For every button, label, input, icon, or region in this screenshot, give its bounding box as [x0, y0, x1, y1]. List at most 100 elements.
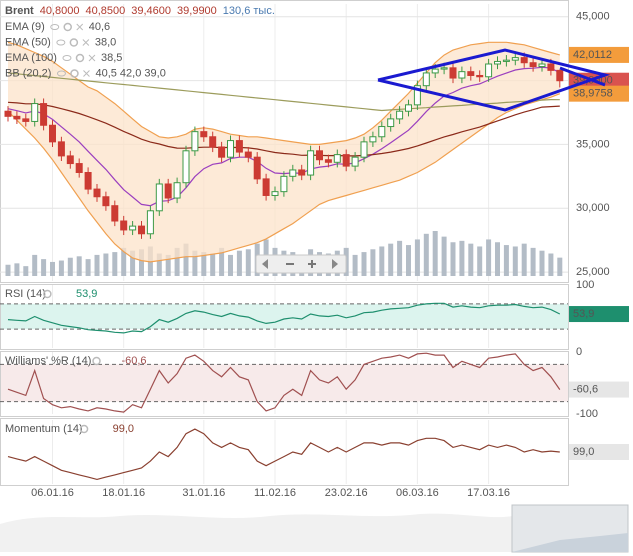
panel-title: Momentum (14) 99,0 [5, 423, 134, 435]
candle-body [164, 183, 172, 199]
panel-gear-icon [92, 356, 101, 366]
legend-close-icon [82, 39, 90, 46]
x-tick-label: 11.02.16 [254, 487, 296, 499]
volume-bar [85, 259, 91, 276]
candle-body [93, 188, 101, 198]
volume-bar [539, 250, 545, 276]
ema-line [7, 72, 560, 112]
volume-bar [139, 249, 144, 276]
volume-bar [192, 250, 198, 276]
candle-body [351, 156, 359, 167]
candle-body [307, 150, 315, 176]
volume-bar [370, 249, 376, 276]
drawn-shape[interactable] [377, 48, 611, 112]
indicator-value: -60,6 [121, 355, 146, 367]
volume-bar [450, 242, 456, 276]
legend-eye-icon [56, 39, 66, 46]
x-tick-label: 31.01.16 [182, 487, 225, 499]
candle-body [485, 63, 493, 78]
candle-body [138, 225, 145, 235]
panel-gear-icon [43, 289, 52, 299]
legend-close-icon [83, 70, 90, 77]
price-tag-label: 99,0 [573, 446, 594, 458]
candle-body [449, 67, 457, 79]
level-band [1, 303, 568, 330]
candle-body [458, 71, 466, 79]
indicator-name: Williams' %R (14) [5, 355, 91, 367]
price-tag [569, 85, 629, 102]
main-frame [0, 0, 569, 283]
x-tick-label: 23.02.16 [325, 487, 368, 499]
volume-bar [495, 242, 500, 276]
legend-gear-icon [75, 53, 85, 63]
candle-body [66, 155, 74, 165]
drawn-line[interactable] [559, 66, 606, 87]
candle-body [369, 136, 377, 143]
price-tag [569, 444, 629, 460]
volume-bar [406, 245, 411, 276]
candle-body [476, 74, 484, 78]
navigator-history [0, 513, 512, 552]
navigator[interactable] [0, 504, 629, 553]
candle-body [227, 140, 234, 158]
candle-body [440, 67, 448, 70]
candle-body [57, 141, 65, 157]
legend-gear-icon [69, 38, 79, 47]
scroll-left[interactable] [262, 259, 268, 269]
volume-bar [14, 263, 20, 276]
candle-body [538, 63, 546, 68]
ohlc-value: 39,9900 [177, 5, 217, 17]
volume-bar [112, 252, 118, 276]
volume-label: 130,6 тыс. [223, 5, 275, 17]
ema-line [7, 101, 560, 157]
williams-frame [0, 351, 569, 417]
panel-title: RSI (14) 53,9 [5, 288, 97, 300]
volume-bar [459, 240, 465, 276]
volume-bar [361, 252, 367, 276]
level-band [1, 364, 568, 402]
scroll-right[interactable] [332, 259, 338, 269]
volume-bar [165, 254, 171, 276]
volume-bar [174, 247, 180, 276]
candle-body [31, 103, 39, 122]
candle-body [387, 118, 395, 128]
candle-body [40, 103, 48, 126]
candle-body [271, 191, 279, 196]
candle-body [155, 183, 163, 212]
candle-body [146, 210, 154, 235]
legend-eye-icon [56, 70, 66, 77]
volume-bar [521, 243, 527, 276]
indicator-name: RSI (14) [5, 288, 46, 300]
candle-body [333, 154, 341, 163]
candle-body [529, 62, 537, 68]
volume-bar [219, 247, 225, 276]
volume-bar [530, 247, 536, 276]
ohlc-value: 40,8000 [40, 5, 80, 17]
volume-bar [548, 253, 554, 276]
legend-value: 40,5 42,0 39,0 [95, 67, 165, 79]
indicator-line [7, 428, 560, 481]
bollinger-fill [8, 42, 560, 262]
y-tick-label: 30,000 [576, 202, 610, 214]
candle-body [111, 205, 119, 222]
candle-body [494, 60, 501, 65]
volume-bar [245, 249, 251, 276]
volume-bar [432, 231, 438, 276]
volume-bar [388, 243, 394, 276]
x-tick-label: 17.03.16 [467, 487, 510, 499]
panel-frames [0, 0, 569, 486]
candle-body [467, 71, 475, 76]
legend-close-icon [76, 23, 84, 31]
y-tick-label: -100 [576, 408, 598, 420]
panel-gear-icon [79, 424, 89, 434]
candle-body [280, 175, 288, 193]
drawing-tool[interactable] [377, 48, 611, 112]
zoom-control[interactable] [255, 254, 347, 274]
y-tick-label: 35,000 [576, 138, 610, 150]
candle-body [324, 159, 332, 163]
candle-body [422, 72, 430, 87]
price-tag [569, 46, 629, 63]
candle-body [102, 196, 110, 207]
candle-body [182, 150, 190, 184]
